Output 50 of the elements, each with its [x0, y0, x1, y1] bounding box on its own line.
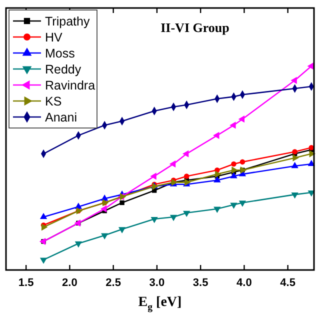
point	[292, 154, 299, 162]
point	[118, 227, 126, 234]
point	[308, 160, 315, 166]
x-axis-title: E$_{g}$ [eV]	[138, 295, 182, 313]
point	[41, 224, 48, 231]
point	[214, 206, 221, 213]
legend-label: Ravindra	[45, 78, 96, 92]
point	[100, 205, 107, 212]
x-tick-label: 4.5	[280, 277, 296, 289]
point	[240, 159, 246, 165]
point	[231, 161, 236, 167]
point	[230, 172, 238, 178]
point	[74, 241, 82, 248]
x-tick-label: 3.0	[149, 277, 165, 289]
point	[238, 116, 245, 123]
point	[182, 150, 189, 158]
point	[291, 192, 298, 199]
point	[230, 202, 238, 209]
point	[307, 62, 314, 70]
point	[213, 132, 220, 139]
legend-label: KS	[45, 94, 62, 108]
legend-label: Reddy	[45, 62, 82, 76]
x-tick-label: 1.5	[18, 277, 34, 289]
legend-label: Anani	[45, 110, 77, 124]
point	[230, 122, 236, 129]
point	[101, 233, 108, 240]
chart-title: II-VI Group	[160, 20, 230, 35]
legend-label: HV	[45, 30, 64, 44]
x-tick-label: 2.5	[106, 277, 121, 289]
point	[308, 190, 315, 197]
point	[150, 216, 158, 224]
point	[238, 200, 246, 207]
point	[215, 170, 222, 178]
legend-label: Tripathy	[45, 14, 90, 28]
point	[291, 162, 298, 168]
point	[214, 176, 221, 182]
point	[184, 174, 190, 179]
point	[183, 210, 190, 218]
x-tick-label: 2.0	[62, 277, 78, 289]
legend-label: Moss	[45, 46, 75, 60]
point	[120, 200, 124, 206]
point	[290, 76, 297, 84]
point	[232, 166, 238, 174]
point	[150, 172, 156, 180]
point	[40, 258, 48, 264]
x-tick-label: 4.0	[236, 277, 252, 289]
point	[40, 212, 48, 220]
point	[170, 214, 178, 222]
point	[169, 160, 176, 168]
x-tick-label: 3.5	[192, 277, 208, 289]
